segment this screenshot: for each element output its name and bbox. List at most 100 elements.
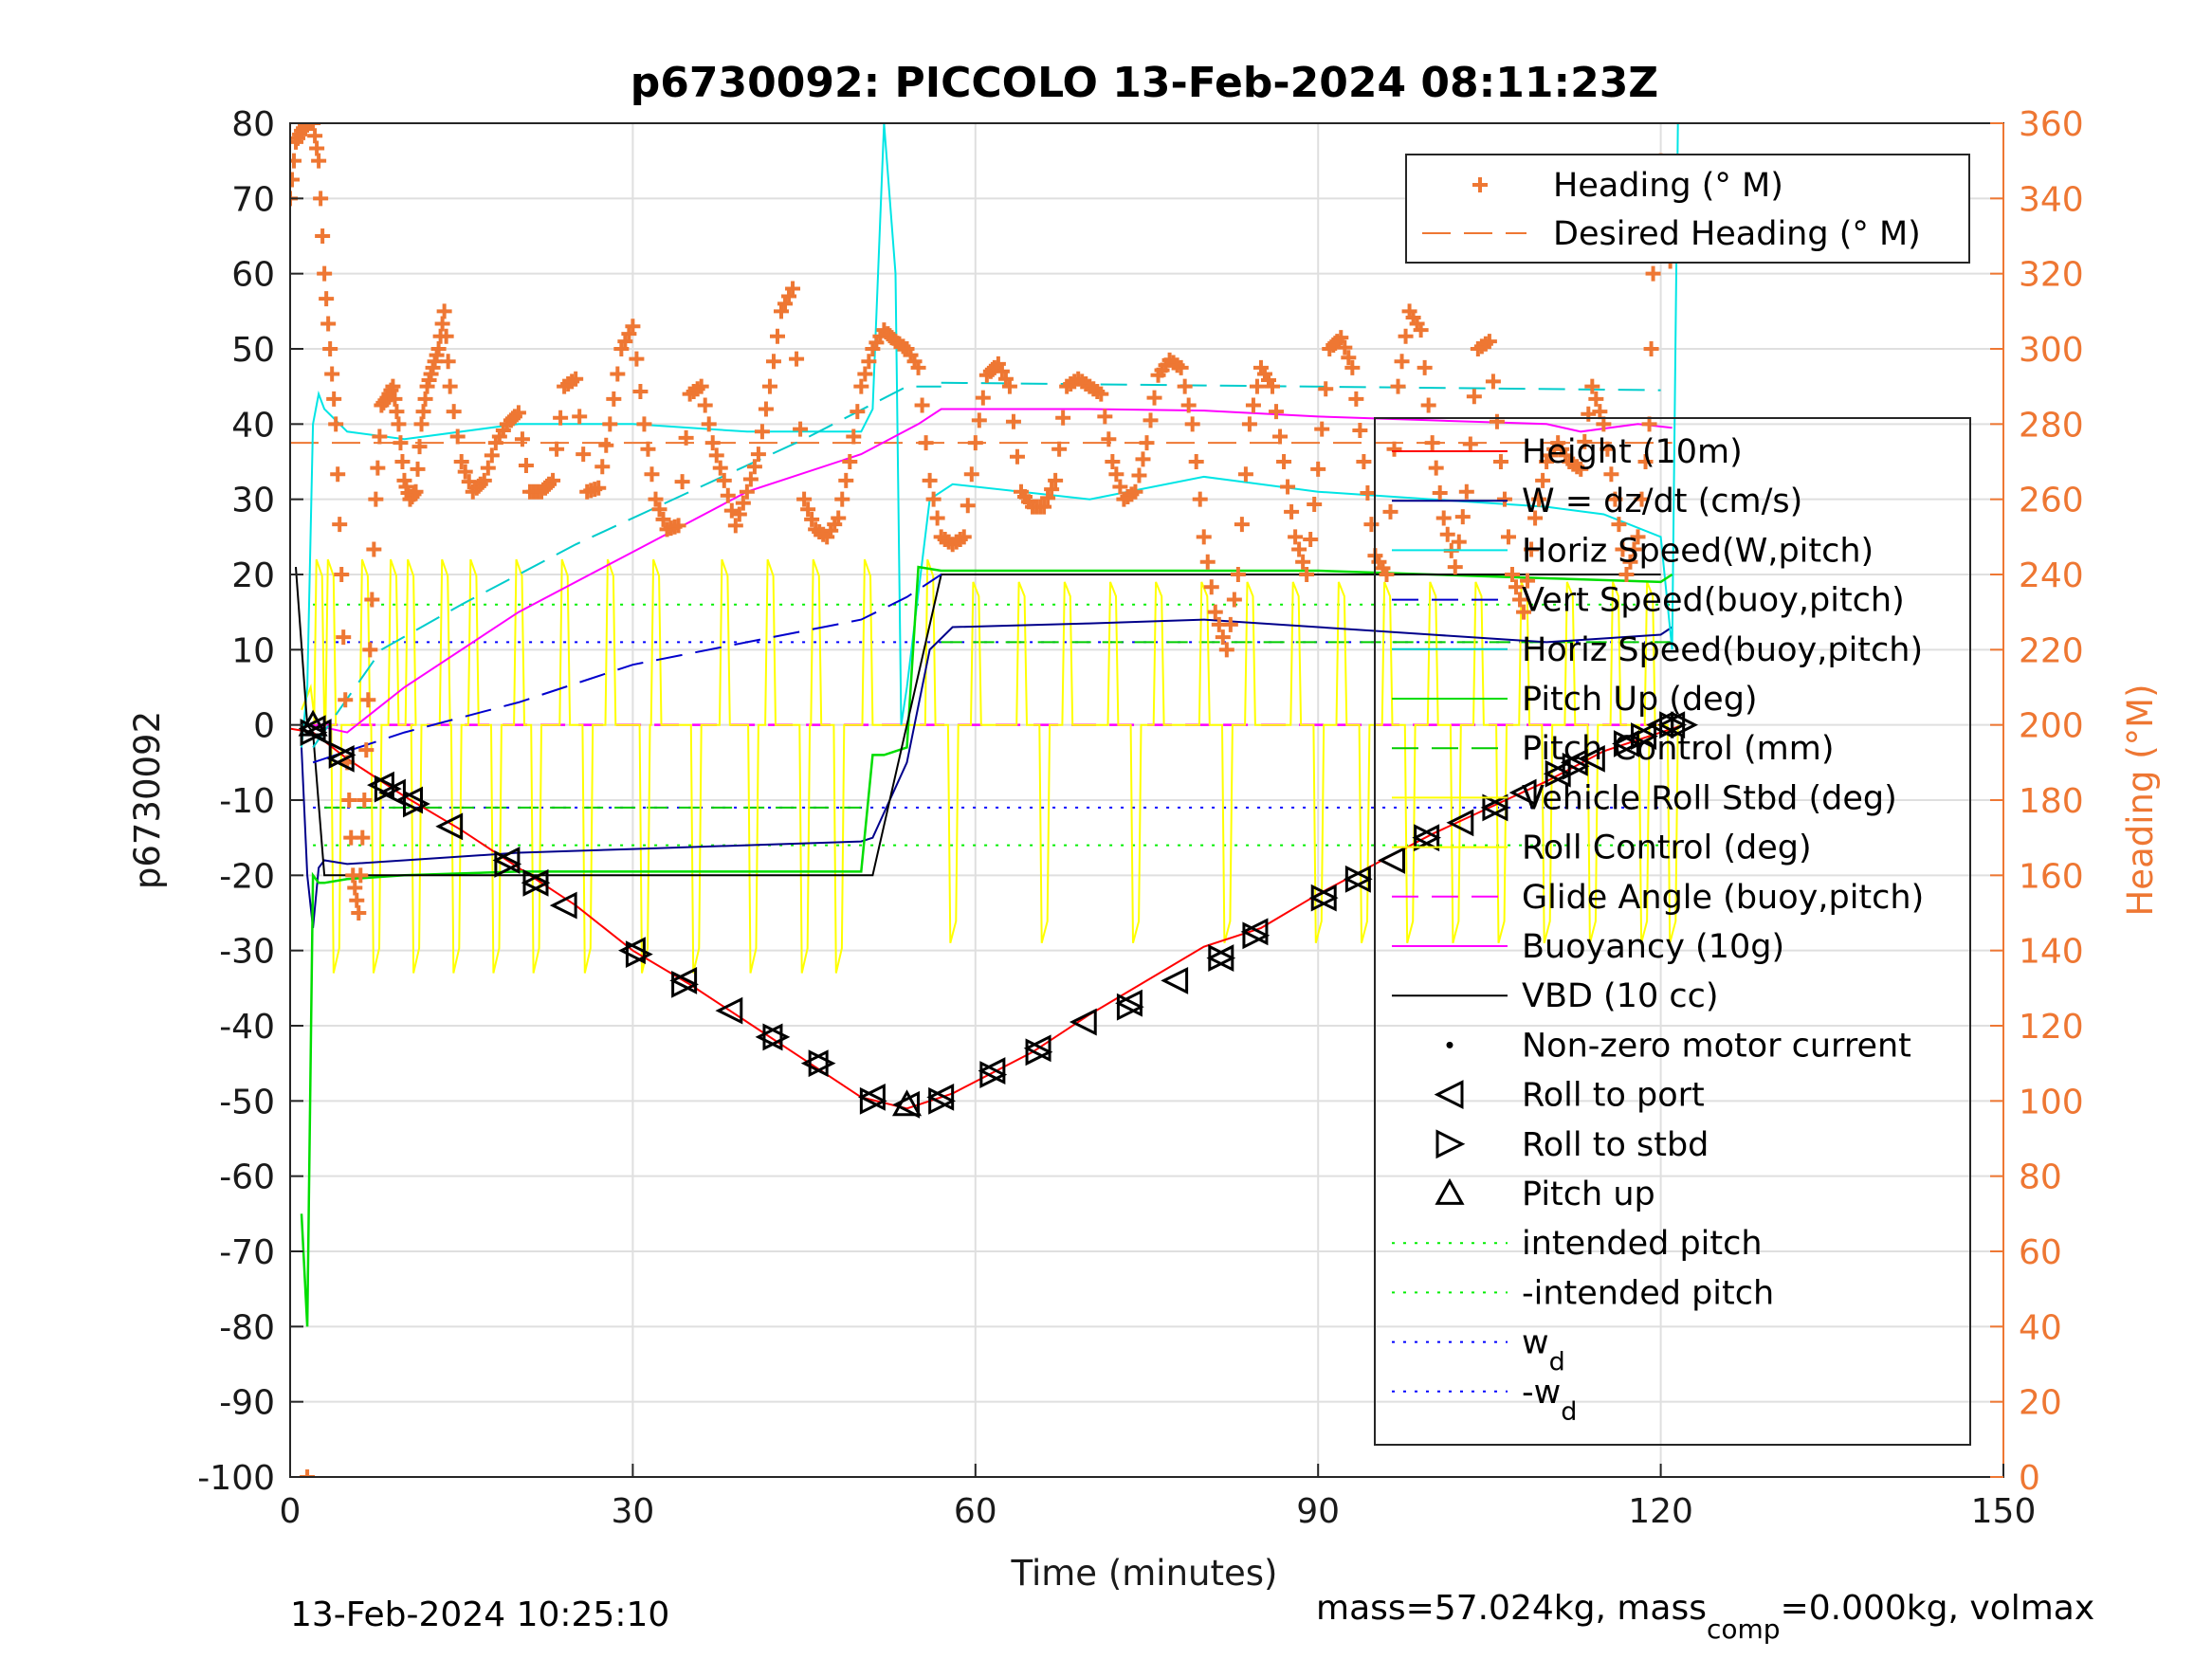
y-tick-label: -100 (197, 1459, 275, 1498)
heading-point (1344, 359, 1361, 375)
heading-point (518, 457, 534, 473)
roll-stbd-marker (762, 1023, 791, 1051)
legend-label: Vehicle Roll Stbd (deg) (1522, 779, 1897, 817)
heading-point (1207, 604, 1223, 620)
heading-point (1643, 341, 1659, 356)
heading-point (594, 459, 611, 475)
heading-point (1504, 567, 1520, 582)
y-tick-label: 40 (231, 406, 275, 445)
y-tick-label: 80 (231, 105, 275, 144)
heading-point (436, 303, 452, 319)
heading-point (300, 123, 316, 131)
heading-point (1611, 517, 1627, 533)
roll-port-marker (492, 847, 521, 874)
roll-stbd-marker (403, 790, 430, 818)
y2-tick-label: 360 (2019, 105, 2084, 144)
y2-tick-label: 40 (2019, 1308, 2062, 1347)
heading-point (1603, 466, 1619, 483)
heading-point (300, 1469, 316, 1477)
legend-label: Horiz Speed(buoy,pitch) (1522, 631, 1923, 669)
heading-point (353, 867, 369, 884)
heading-point (1237, 466, 1253, 483)
legend-label: Glide Angle (buoy,pitch) (1522, 879, 1924, 917)
heading-point (610, 366, 626, 382)
legend-label: Roll to port (1522, 1077, 1705, 1115)
y-tick-label: -90 (219, 1384, 275, 1423)
heading-point (712, 460, 728, 476)
legend-heading-swatch (1472, 177, 1488, 192)
heading-point (360, 692, 376, 708)
heading-point (1420, 397, 1436, 413)
heading-point (326, 391, 342, 407)
heading-point (484, 447, 500, 464)
heading-point (716, 472, 732, 488)
heading-point (549, 441, 565, 457)
footer-date: 13-Feb-2024 10:25:10 (290, 1595, 669, 1634)
heading-point (769, 328, 785, 344)
y2-tick-label: 80 (2019, 1158, 2062, 1197)
legend-swatch (1434, 1080, 1464, 1110)
roll-stbd-marker (859, 1086, 887, 1115)
heading-point (1143, 412, 1159, 428)
heading-point (394, 454, 411, 469)
heading-point (1272, 428, 1289, 445)
y-tick-label: -40 (219, 1008, 275, 1047)
heading-point (1432, 485, 1448, 501)
roll-stbd-marker (522, 868, 551, 897)
roll-stbd-marker (1631, 722, 1658, 750)
heading-point (476, 472, 492, 488)
heading-point (796, 491, 813, 507)
heading-point (1398, 328, 1414, 344)
heading-point (1489, 413, 1505, 429)
y-tick-label: -30 (219, 933, 275, 972)
heading-point (1413, 322, 1429, 338)
heading-point (850, 404, 866, 420)
heading-point (842, 454, 858, 469)
roll-stbd-marker (1025, 1038, 1053, 1066)
heading-point (1360, 485, 1376, 501)
heading-point (320, 316, 337, 332)
heading-point (1341, 350, 1357, 366)
heading-point (1382, 503, 1398, 520)
heading-point (758, 401, 774, 417)
heading-point (461, 474, 477, 490)
legend-label: Vert Speed(buoy,pitch) (1522, 582, 1905, 620)
legend-heading-label: Heading (° M) (1553, 167, 1783, 205)
heading-point (336, 629, 352, 646)
heading-point (655, 511, 671, 527)
heading-point (1527, 510, 1544, 526)
heading-point (701, 416, 717, 432)
y-tick-label: -80 (219, 1308, 275, 1347)
heading-point (1265, 378, 1281, 394)
series-horiz-buoy (312, 385, 941, 749)
heading-point (1524, 541, 1540, 557)
heading-point (1363, 517, 1380, 533)
roll-stbd-marker (808, 1049, 836, 1078)
legend-main: Height (10m) W = dz/dt (cm/s) Horiz Speed(… (1374, 417, 1971, 1446)
y2-tick-label: 240 (2019, 556, 2084, 595)
marker-series (298, 709, 1699, 1119)
y2-tick-label: 260 (2019, 482, 2084, 520)
heading-point (366, 541, 382, 557)
legend-label: W = dz/dt (cm/s) (1522, 483, 1802, 520)
heading-point (598, 437, 614, 453)
heading-point (408, 483, 424, 500)
roll-series (301, 558, 1679, 974)
heading-point (362, 642, 378, 658)
heading-point (1356, 454, 1372, 469)
heading-point (1439, 526, 1455, 542)
heading-point (1588, 391, 1604, 407)
x-axis-label: Time (minutes) (1011, 1553, 1278, 1594)
legend-label: Buoyancy (10g) (1522, 928, 1784, 966)
heading-point (838, 472, 854, 488)
heading-point (1333, 330, 1349, 346)
heading-point (723, 502, 740, 519)
heading-point (1607, 491, 1623, 507)
roll-stbd-marker (1242, 921, 1271, 950)
x-tick-label: 90 (1296, 1492, 1340, 1531)
legend-label: Pitch Up (deg) (1522, 681, 1758, 719)
legend-label: Roll to stbd (1522, 1126, 1709, 1164)
y2-tick-label: 120 (2019, 1008, 2084, 1047)
series-horiz-w (301, 123, 1679, 748)
heading-point (742, 471, 759, 487)
